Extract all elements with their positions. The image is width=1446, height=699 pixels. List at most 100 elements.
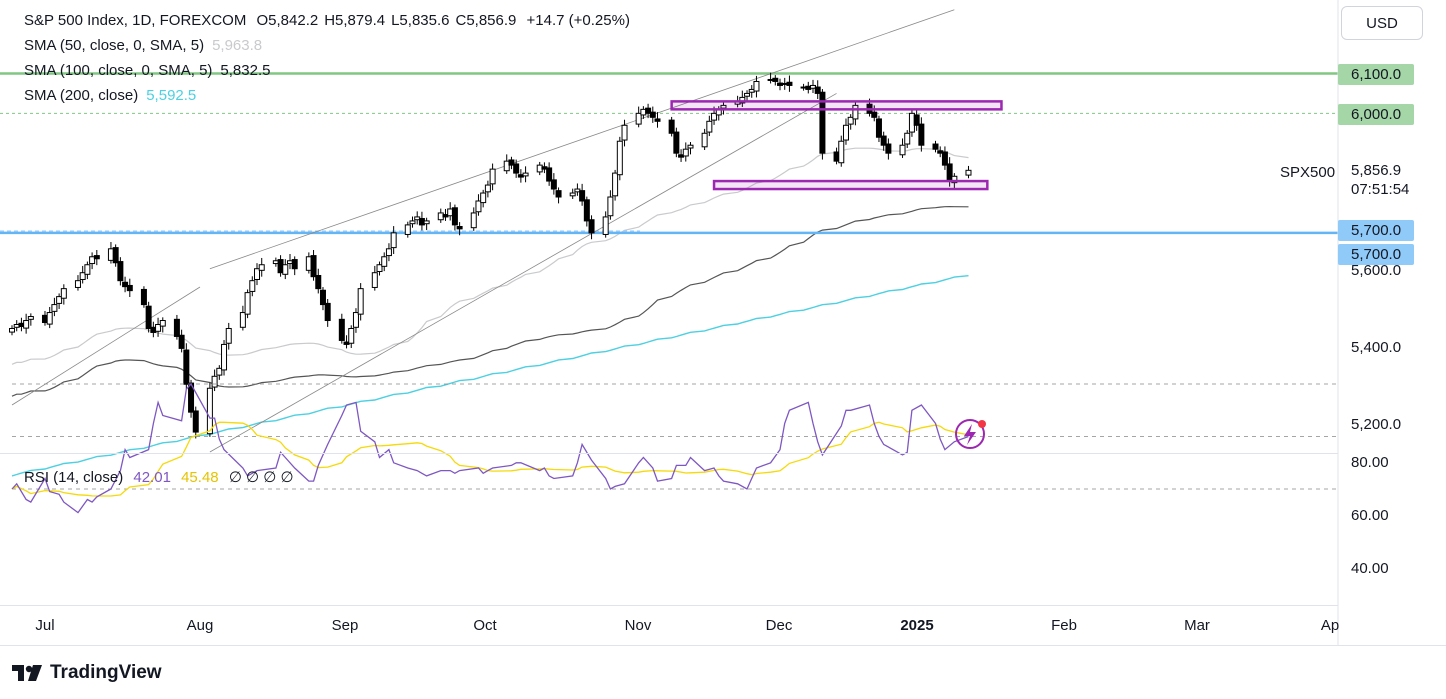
candle-body xyxy=(456,225,463,230)
indicator-legend[interactable]: SMA (100, close, 0, SMA, 5) 5,832.5 xyxy=(24,62,270,79)
candle-body xyxy=(126,284,133,292)
last-price-label: 5,856.9 xyxy=(1351,162,1401,179)
indicator-label: SMA (100, close, 0, SMA, 5) xyxy=(24,62,213,79)
candle-body xyxy=(880,135,887,146)
sma-100-line xyxy=(11,205,969,397)
candle-body xyxy=(875,118,882,138)
candle-body xyxy=(183,349,190,385)
candle-body xyxy=(239,312,246,328)
candle-body xyxy=(122,281,129,288)
time-tick-label: Aug xyxy=(187,617,214,634)
candle-body xyxy=(145,305,152,329)
ohlc-c: C5,856.9 xyxy=(455,12,517,29)
candle-body xyxy=(470,212,477,229)
candle-body xyxy=(140,288,147,306)
candle-body xyxy=(192,410,199,433)
time-tick-label: Dec xyxy=(766,617,793,634)
price-tick-label: 5,600.0 xyxy=(1351,262,1401,279)
candle-body xyxy=(635,112,642,125)
candle-body xyxy=(89,256,96,265)
rsi-line xyxy=(11,382,969,514)
candle-body xyxy=(744,92,751,97)
candle-body xyxy=(84,264,91,275)
price-badge-label: 6,000.0 xyxy=(1351,106,1401,123)
candle-body xyxy=(249,280,256,292)
flash-icon-dot xyxy=(978,420,986,428)
candle-body xyxy=(371,272,378,288)
candle-body xyxy=(550,179,557,190)
candle-body xyxy=(324,302,331,322)
candle-body xyxy=(117,261,124,282)
time-tick-label: Oct xyxy=(473,617,497,634)
candle-body xyxy=(503,160,510,172)
flash-icon xyxy=(955,419,985,449)
candle-body xyxy=(381,256,388,267)
candle-body xyxy=(112,247,119,264)
candle-body xyxy=(616,140,623,176)
indicator-legend[interactable]: SMA (50, close, 0, SMA, 5) 5,963.8 xyxy=(24,37,262,54)
candle-body xyxy=(221,343,228,371)
symbol-title: S&P 500 Index, 1D, FOREXCOM xyxy=(24,12,247,29)
candle-body xyxy=(508,159,515,166)
candle-body xyxy=(484,184,491,193)
price-badge xyxy=(1338,220,1414,241)
sma-50-line xyxy=(11,147,969,365)
candle-body xyxy=(315,274,322,290)
indicator-value: 5,832.5 xyxy=(220,62,271,79)
candle-body xyxy=(847,116,854,125)
time-tick-label: Sep xyxy=(332,617,359,634)
candle-body xyxy=(579,190,586,202)
rsi-extras: ∅ ∅ ∅ ∅ xyxy=(228,469,294,486)
time-tick-label: Jul xyxy=(35,617,54,634)
candle-body xyxy=(310,255,317,278)
candle-body xyxy=(51,304,58,312)
indicator-label: SMA (200, close) xyxy=(24,87,139,104)
price-badge xyxy=(1338,244,1414,265)
zone-box-0 xyxy=(670,100,1003,111)
candle-body xyxy=(706,120,713,133)
candle-body xyxy=(842,124,849,141)
candle-body xyxy=(772,77,779,82)
candle-body xyxy=(254,268,261,280)
ohlc-o: O5,842.2 xyxy=(256,12,319,29)
candle-body xyxy=(602,216,609,235)
candle-body xyxy=(385,248,392,257)
candle-body xyxy=(687,144,694,149)
rsi-legend: RSI (14, close) 42.01 45.48 ∅ ∅ ∅ ∅ xyxy=(24,468,294,486)
sma-200-line xyxy=(11,275,969,477)
candle-body xyxy=(607,196,614,217)
candle-body xyxy=(46,312,53,325)
rsi-pane[interactable] xyxy=(11,382,1338,514)
candle-body xyxy=(951,175,958,184)
candle-body xyxy=(409,220,416,225)
indicator-legend[interactable]: SMA (200, close) 5,592.5 xyxy=(24,87,196,104)
currency-button[interactable]: USD xyxy=(1341,6,1423,40)
candle-body xyxy=(225,327,232,344)
candle-body xyxy=(583,199,590,222)
candle-body xyxy=(376,264,383,273)
rsi-ma-value: 45.48 xyxy=(181,469,219,486)
brand-name: TradingView xyxy=(50,662,162,683)
candle-body xyxy=(319,289,326,306)
ohlc-h: H5,879.4 xyxy=(324,12,386,29)
candle-body xyxy=(513,163,520,174)
tradingview-logo[interactable]: TradingView xyxy=(12,660,162,686)
rsi-tick-label: 80.00 xyxy=(1351,454,1389,471)
candle-body xyxy=(753,80,760,92)
candle-body xyxy=(79,272,86,280)
price-tick-label: 5,200.0 xyxy=(1351,416,1401,433)
candle-body xyxy=(475,200,482,213)
ohlc-values: O5,842.2 H5,879.4 L5,835.6 C5,856.9 xyxy=(250,12,516,29)
price-pane[interactable] xyxy=(0,9,1338,477)
candle-body xyxy=(522,172,529,177)
candle-body xyxy=(673,131,680,154)
candle-body xyxy=(282,264,289,275)
candle-body xyxy=(27,316,34,320)
candle-body xyxy=(206,387,213,435)
time-tick-label: 2025 xyxy=(900,617,933,634)
candle-body xyxy=(244,292,251,315)
candle-body xyxy=(178,334,185,349)
candle-body xyxy=(885,143,892,154)
candle-body xyxy=(711,112,718,121)
